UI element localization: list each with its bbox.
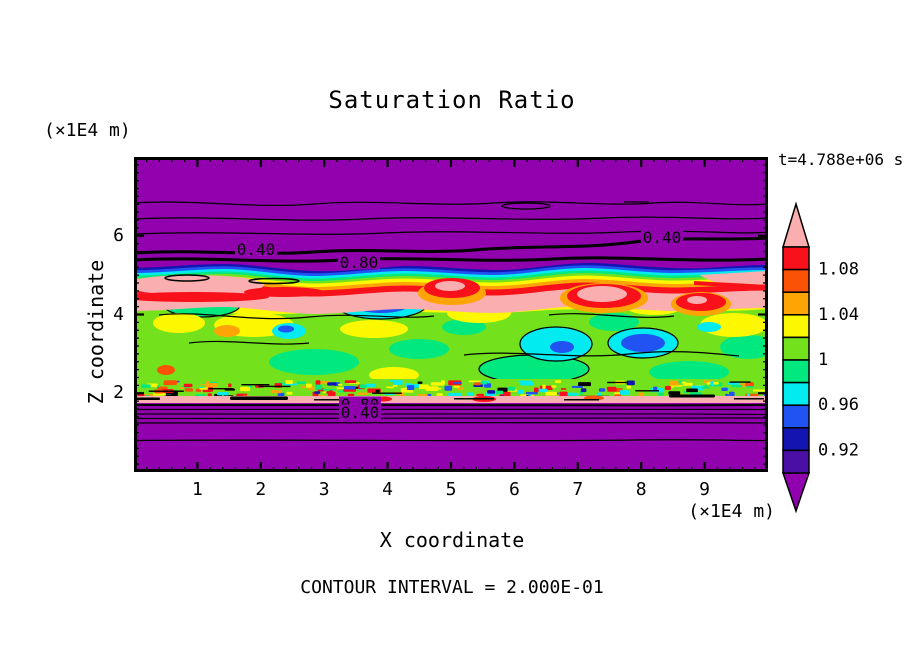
x-tick-label: 5 — [445, 479, 457, 500]
x-tick-label: 7 — [572, 479, 584, 500]
chart-title: Saturation Ratio — [328, 86, 576, 114]
x-tick-label: 9 — [699, 479, 711, 500]
contour-plot: 0.400.800.400.800.40 — [134, 157, 768, 472]
x-tick-label: 8 — [635, 479, 647, 500]
colorbar-tick-label: 1.08 — [818, 260, 859, 280]
svg-text:0.40: 0.40 — [643, 228, 682, 247]
z-tick-label: 4 — [113, 303, 124, 325]
z-tick-label: 2 — [113, 382, 124, 404]
colorbar-tick-label: 1.04 — [818, 305, 859, 325]
x-tick-label: 1 — [191, 479, 203, 500]
contour-value-labels: 0.400.800.400.800.40 — [235, 228, 683, 422]
contour-dashes — [134, 394, 764, 401]
lower-contour-lines — [134, 403, 768, 442]
svg-text:0.80: 0.80 — [340, 253, 379, 272]
colorbar-tick-label: 1 — [818, 350, 828, 370]
colorbar-tick-label: 0.92 — [818, 440, 859, 460]
x-tick-label: 3 — [318, 479, 330, 500]
svg-text:0.40: 0.40 — [237, 240, 276, 259]
x-axis-unit: (×1E4 m) — [688, 501, 775, 522]
contour-interval-note: CONTOUR INTERVAL = 2.000E-01 — [300, 577, 604, 598]
x-tick-label: 2 — [255, 479, 267, 500]
field-contour-lines — [158, 313, 740, 357]
x-tick-label: 4 — [382, 479, 394, 500]
x-tick-label: 6 — [508, 479, 520, 500]
plot-frame — [134, 157, 768, 472]
z-tick-label: 6 — [113, 224, 124, 246]
z-axis-unit: (×1E4 m) — [44, 120, 131, 141]
x-axis-label: X coordinate — [379, 528, 525, 552]
svg-text:0.40: 0.40 — [341, 403, 380, 422]
time-annotation: t=4.788e+06 s — [778, 150, 904, 169]
colorbar-tick-label: 0.96 — [818, 395, 859, 415]
colorbar: 1.08 1.04 1 0.96 0.92 — [781, 201, 859, 514]
